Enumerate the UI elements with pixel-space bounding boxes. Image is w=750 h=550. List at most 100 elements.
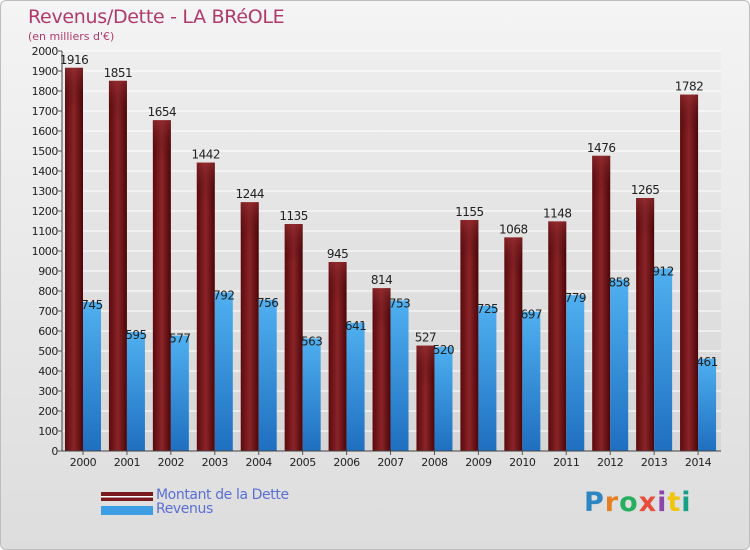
x-tick-label-2004: 2004	[246, 456, 273, 469]
y-tick-label: 900	[38, 265, 58, 278]
logo-letter: t	[667, 487, 682, 518]
x-tick-label-2009: 2009	[465, 456, 492, 469]
x-tick-label-2005: 2005	[289, 456, 316, 469]
bar-revenue-2004	[258, 299, 277, 451]
x-tick-label-2007: 2007	[377, 456, 404, 469]
bar-debt-shine-2010	[504, 237, 523, 278]
data-label-revenue-2003: 792	[213, 289, 234, 303]
data-label-revenue-2001: 595	[125, 328, 146, 342]
data-label-debt-2003: 1442	[192, 148, 221, 162]
bar-debt-shine-2014	[680, 94, 699, 135]
y-tick-label: 100	[38, 425, 58, 438]
legend-swatch-revenue	[101, 506, 153, 515]
y-tick-label: 2000	[32, 45, 59, 58]
data-label-revenue-2005: 563	[301, 334, 322, 348]
data-label-debt-2006: 945	[327, 247, 348, 261]
bar-revenue-2002	[170, 335, 189, 451]
data-label-revenue-2002: 577	[169, 332, 190, 346]
y-tick-label: 1500	[32, 145, 59, 158]
y-tick-label: 0	[51, 445, 58, 458]
bar-debt-2001	[108, 80, 127, 452]
data-label-debt-2013: 1265	[631, 183, 660, 197]
x-tick-label-2006: 2006	[333, 456, 360, 469]
y-tick-label: 200	[38, 405, 58, 418]
logo-letter: P	[584, 487, 605, 518]
data-label-revenue-2011: 779	[565, 291, 586, 305]
data-label-debt-2012: 1476	[587, 141, 616, 155]
bar-revenue-2011	[566, 295, 585, 451]
y-tick-label: 1700	[32, 105, 59, 118]
logo-letter: x	[638, 487, 658, 518]
bar-debt-2013	[636, 198, 655, 451]
bar-debt-2002	[152, 120, 171, 451]
x-tick-label-2011: 2011	[553, 456, 579, 469]
bar-revenue-2012	[610, 279, 629, 451]
x-tick-label-2008: 2008	[421, 456, 448, 469]
data-label-revenue-2008: 520	[433, 343, 454, 357]
data-label-debt-2001: 1851	[104, 66, 133, 80]
bar-revenue-2013	[654, 268, 673, 451]
data-label-debt-2009: 1155	[455, 205, 484, 219]
logo-letter: i	[657, 487, 668, 518]
y-tick-label: 1600	[32, 125, 59, 138]
bar-debt-shine-2006	[328, 262, 347, 302]
y-tick-label: 600	[38, 325, 58, 338]
bar-revenue-2007	[390, 300, 409, 451]
y-tick-label: 1100	[32, 225, 59, 238]
bar-debt-shine-2013	[636, 198, 655, 238]
logo-letter: o	[619, 487, 639, 518]
x-tick-label-2010: 2010	[509, 456, 536, 469]
data-label-revenue-2010: 697	[521, 308, 542, 322]
data-label-debt-2010: 1068	[499, 222, 528, 236]
bar-debt-2014	[680, 94, 699, 451]
legend-swatch-debt	[101, 492, 153, 501]
y-tick-label: 700	[38, 305, 58, 318]
bar-debt-shine-2005	[284, 224, 303, 264]
bar-revenue-2008	[434, 347, 453, 451]
data-label-revenue-2004: 756	[257, 296, 278, 310]
data-label-revenue-2013: 912	[652, 265, 673, 279]
data-label-revenue-2006: 641	[345, 319, 366, 333]
y-tick-label: 1800	[32, 85, 59, 98]
data-label-revenue-2012: 858	[608, 275, 629, 289]
x-tick-label-2003: 2003	[202, 456, 229, 469]
data-label-debt-2004: 1244	[235, 187, 264, 201]
bar-debt-2005	[284, 224, 303, 451]
bar-revenue-2005	[302, 338, 321, 451]
bar-debt-shine-2002	[152, 120, 171, 161]
bar-revenue-2009	[478, 306, 497, 451]
bar-debt-shine-2012	[592, 155, 611, 196]
bar-debt-shine-2009	[460, 220, 479, 260]
data-label-revenue-2000: 745	[81, 298, 102, 312]
bar-debt-2006	[328, 262, 347, 451]
x-tick-label-2002: 2002	[158, 456, 184, 469]
bar-debt-2010	[504, 237, 523, 451]
data-label-revenue-2009: 725	[477, 302, 498, 316]
logo-letter: i	[681, 487, 692, 518]
logo-letter: r	[604, 487, 620, 518]
bar-debt-shine-2008	[416, 345, 435, 386]
y-tick-label: 1400	[32, 165, 59, 178]
bar-debt-2003	[196, 162, 215, 451]
bar-debt-2011	[548, 221, 567, 451]
data-label-debt-2014: 1782	[675, 80, 704, 94]
x-tick-label-2001: 2001	[114, 456, 140, 469]
data-label-debt-2007: 814	[371, 273, 392, 287]
bar-revenue-2003	[214, 292, 233, 451]
bar-revenue-2001	[126, 332, 145, 451]
bar-debt-shine-2007	[372, 288, 391, 329]
chart-subtitle: (en milliers d'€)	[28, 30, 115, 43]
bar-revenue-2010	[522, 311, 541, 451]
chart-title: Revenus/Dette - LA BRéOLE	[28, 6, 285, 28]
legend-label-revenue: Revenus	[156, 501, 213, 517]
y-tick-label: 300	[38, 385, 58, 398]
x-tick-label-2013: 2013	[641, 456, 668, 469]
proxiti-logo: Proxiti	[584, 487, 692, 518]
data-label-debt-2002: 1654	[148, 105, 177, 119]
x-tick-label-2000: 2000	[70, 456, 97, 469]
bar-revenue-2000	[83, 302, 101, 451]
y-tick-label: 1000	[32, 245, 59, 258]
bar-debt-shine-2000	[65, 67, 83, 108]
